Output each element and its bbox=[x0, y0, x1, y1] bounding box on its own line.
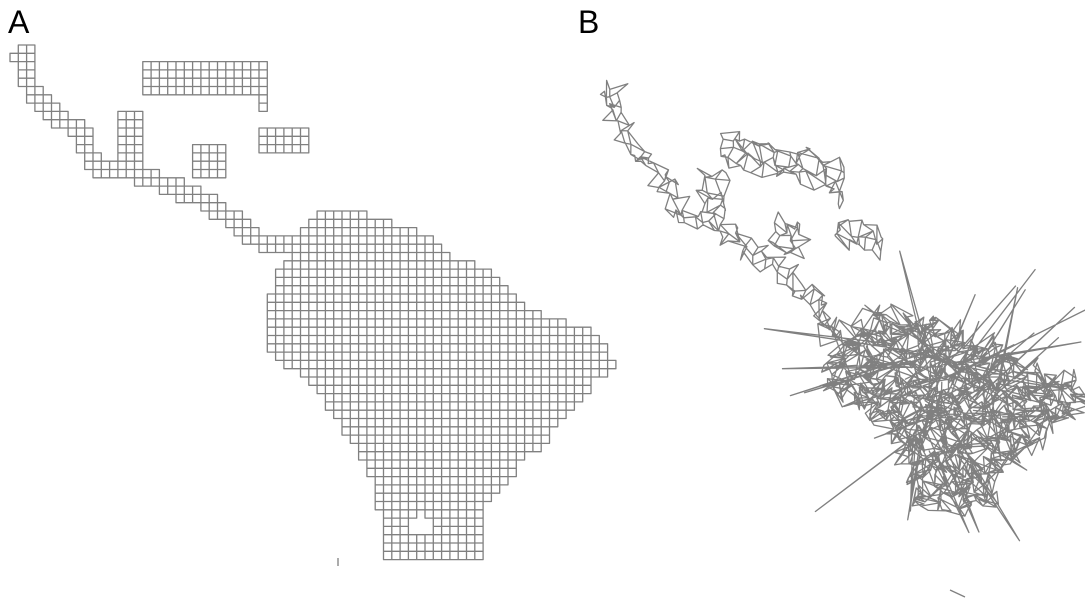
panel-label: B bbox=[578, 4, 599, 40]
distorted-mesh bbox=[601, 80, 1085, 540]
panel-label: A bbox=[8, 4, 30, 40]
fragment bbox=[950, 590, 965, 597]
grid-map bbox=[10, 45, 616, 560]
page: A B (() => { const data = JSON.parse(doc… bbox=[0, 0, 1085, 600]
figure: A B bbox=[0, 0, 1085, 600]
